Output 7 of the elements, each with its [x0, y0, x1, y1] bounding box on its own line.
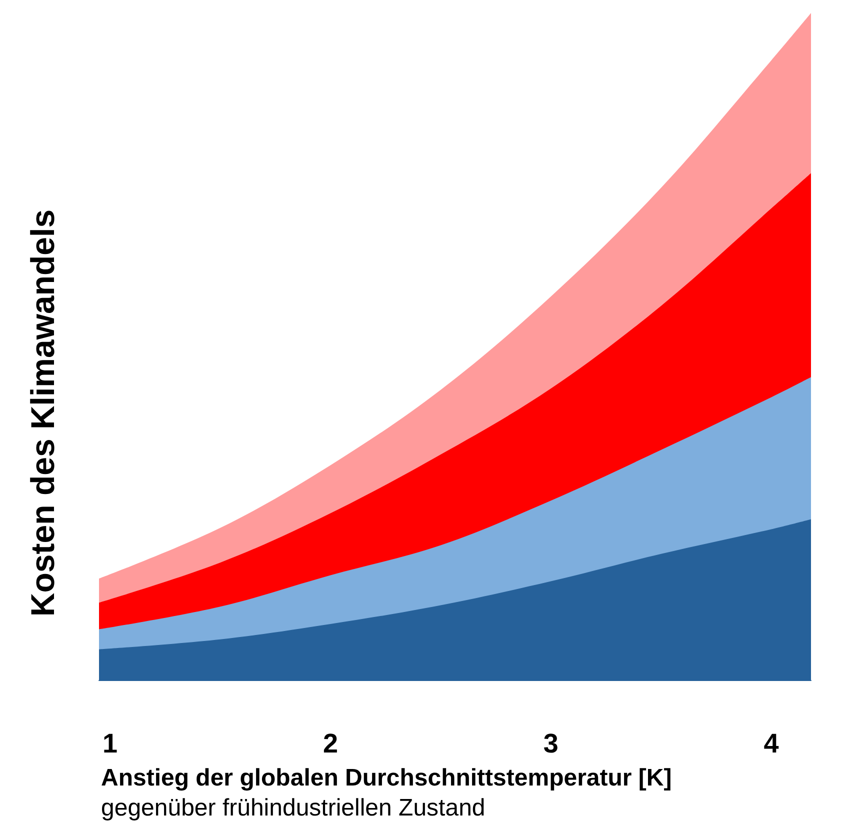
- text: gegenüber frühindustriellen Zustand: [101, 794, 486, 822]
- x-tick-label: 3: [543, 728, 558, 758]
- x-axis-title: Anstieg der globalen Durchschnittstemperatur [K]: [101, 764, 672, 792]
- x-tick-label: 1: [102, 728, 118, 758]
- x-tick-label: 4: [764, 728, 779, 758]
- y-axis-title: Kosten des Klimawandels: [24, 209, 61, 617]
- x-tick-label: 2: [322, 728, 338, 758]
